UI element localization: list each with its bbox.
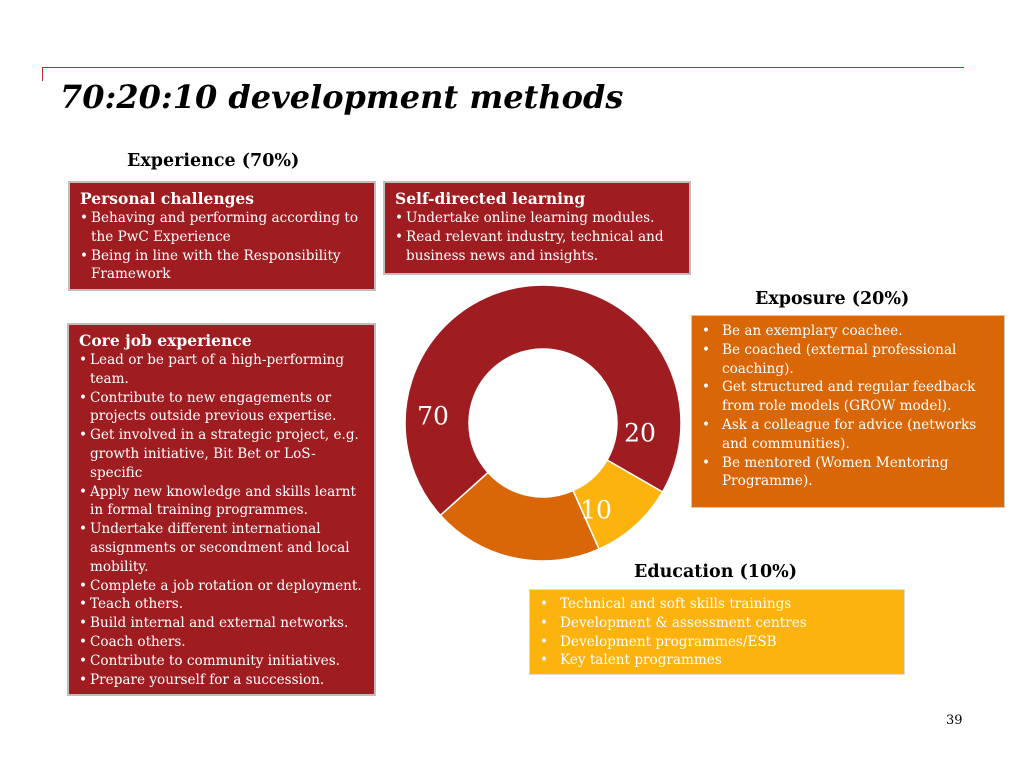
list-item: Teach others. — [79, 595, 364, 614]
self-directed-learning-box: Self-directed learning Undertake online … — [383, 181, 691, 275]
core-job-experience-list: Lead or be part of a high-performing tea… — [79, 351, 364, 689]
header-rule — [42, 67, 964, 68]
personal-challenges-title: Personal challenges — [80, 189, 255, 208]
list-item: Undertake different international assign… — [79, 520, 364, 576]
list-item: Be mentored (Women Mentoring Programme). — [692, 454, 998, 492]
list-item: Contribute to community initiatives. — [79, 652, 364, 671]
donut-slice-education — [572, 458, 664, 551]
list-item: Undertake online learning modules. — [395, 209, 679, 228]
list-item: Key talent programmes — [530, 651, 898, 670]
list-item: Development & assessment centres — [530, 614, 898, 633]
core-job-experience-box: Core job experience Lead or be part of a… — [67, 323, 376, 696]
list-item: Get involved in a strategic project, e.g… — [79, 426, 364, 482]
list-item: Be an exemplary coachee. — [692, 322, 998, 341]
donut-slice-exposure — [439, 471, 601, 562]
list-item: Complete a job rotation or deployment. — [79, 577, 364, 596]
exposure-heading: Exposure (20%) — [755, 289, 910, 309]
list-item: Coach others. — [79, 633, 364, 652]
page-number: 39 — [946, 713, 963, 728]
education-list: Technical and soft skills trainings Deve… — [530, 595, 898, 670]
list-item: Apply new knowledge and skills learnt in… — [79, 483, 364, 521]
donut-slice-experience — [404, 284, 682, 517]
list-item: Build internal and external networks. — [79, 614, 364, 633]
list-item: Ask a colleague for advice (networks and… — [692, 416, 998, 454]
core-job-experience-title: Core job experience — [79, 331, 252, 350]
experience-heading: Experience (70%) — [127, 151, 300, 171]
self-directed-learning-list: Undertake online learning modules. Read … — [395, 209, 679, 265]
list-item: Be coached (external professional coachi… — [692, 341, 998, 379]
personal-challenges-box: Personal challenges Behaving and perform… — [68, 181, 376, 291]
exposure-box: Be an exemplary coachee. Be coached (ext… — [691, 315, 1005, 508]
list-item: Read relevant industry, technical and bu… — [395, 228, 679, 266]
donut-slice-label-education: 10 — [580, 496, 612, 525]
list-item: Get structured and regular feedback from… — [692, 378, 998, 416]
donut-slice-label-exposure: 20 — [624, 419, 656, 448]
exposure-list: Be an exemplary coachee. Be coached (ext… — [692, 322, 998, 491]
list-item: Prepare yourself for a succession. — [79, 671, 364, 690]
personal-challenges-list: Behaving and performing according to the… — [80, 209, 364, 284]
slide-title: 70:20:10 development methods — [60, 78, 624, 116]
list-item: Contribute to new engagements or project… — [79, 389, 364, 427]
list-item: Behaving and performing according to the… — [80, 209, 364, 247]
list-item: Development programmes/ESB — [530, 633, 898, 652]
donut-slice-label-experience: 70 — [417, 402, 449, 431]
header-rule-tick — [42, 67, 43, 81]
list-item: Technical and soft skills trainings — [530, 595, 898, 614]
list-item: Lead or be part of a high-performing tea… — [79, 351, 364, 389]
self-directed-learning-title: Self-directed learning — [395, 189, 586, 208]
list-item: Being in line with the Responsibility Fr… — [80, 247, 364, 285]
education-heading: Education (10%) — [634, 562, 798, 582]
education-box: Technical and soft skills trainings Deve… — [529, 589, 905, 675]
